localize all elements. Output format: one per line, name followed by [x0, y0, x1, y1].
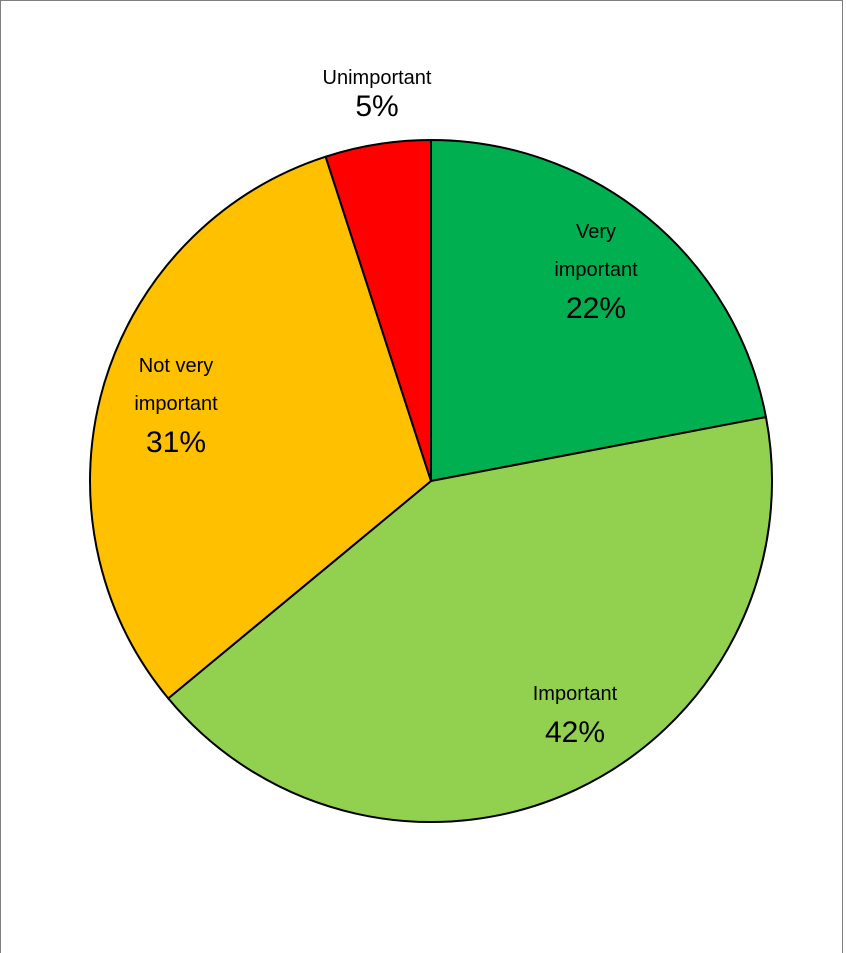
- slice-percent-important: 42%: [545, 716, 605, 749]
- slice-percent-not-very-important: 31%: [146, 426, 206, 459]
- pie-slice-important: [167, 416, 773, 823]
- slice-label-very-important-line-1: Very: [576, 221, 616, 243]
- slice-label-very-important-line-2: important: [554, 259, 638, 281]
- slice-percent-very-important: 22%: [566, 292, 626, 325]
- pie-slice-very-important: [430, 139, 767, 482]
- pie-slices: [89, 139, 773, 823]
- pie-labels: Very important 22% Important 42% Not very impo…: [134, 67, 638, 749]
- slice-percent-unimportant: 5%: [355, 90, 398, 123]
- slice-label-not-very-important-line-2: important: [134, 393, 218, 415]
- pie-slice-not-very-important: [89, 155, 432, 700]
- slice-label-not-very-important-line-1: Not very: [139, 355, 213, 377]
- slice-label-important-line-1: Important: [533, 683, 618, 705]
- pie-slice-unimportant: [324, 139, 432, 482]
- slice-label-unimportant-line-1: Unimportant: [323, 67, 432, 89]
